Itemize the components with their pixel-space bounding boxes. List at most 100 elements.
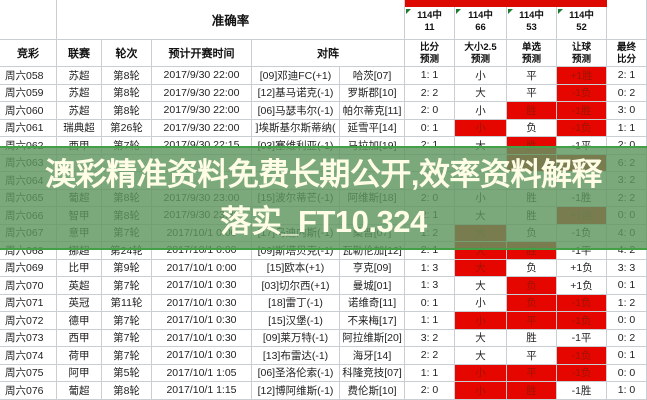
cell-score-pred[interactable]: 2: 0	[405, 102, 455, 120]
cell-final-score[interactable]: 0: 2	[607, 329, 647, 347]
cell-match-id[interactable]: 周六074	[0, 347, 57, 365]
cell-single-pred[interactable]: 平	[507, 84, 557, 102]
cell-single-pred[interactable]	[507, 154, 557, 172]
cell-match-id[interactable]: 周六068	[0, 242, 57, 260]
cell-final-score[interactable]: 3: 0	[607, 102, 647, 120]
cell-match-id[interactable]: 周六075	[0, 364, 57, 382]
cell-league[interactable]: 葡超	[57, 382, 102, 400]
cell-final-score[interactable]: 6: 2	[607, 154, 647, 172]
cell-time[interactable]: 2017/9/30 22:00	[152, 119, 252, 137]
cell-away-team[interactable]: 哈茨[07]	[340, 67, 405, 85]
cell-handicap-pred[interactable]: -1胜	[557, 102, 607, 120]
cell-league[interactable]	[57, 154, 102, 172]
cell-time[interactable]: 2017/9/30 23:30	[152, 207, 252, 225]
cell-away-team[interactable]	[340, 207, 405, 225]
cell-round[interactable]: 第7轮	[102, 329, 152, 347]
cell-final-score[interactable]: 1: 2	[607, 294, 647, 312]
cell-final-score[interactable]: 1: 1	[607, 119, 647, 137]
cell-home-team[interactable]: [12]基马诺克(-1)	[252, 84, 340, 102]
cell-score-pred[interactable]: 0: 1	[405, 119, 455, 137]
cell-single-pred[interactable]: 平	[507, 67, 557, 85]
cell-ou-pred[interactable]: 大	[455, 329, 507, 347]
cell-single-pred[interactable]	[507, 172, 557, 190]
cell-score-pred[interactable]: 1: 1	[405, 312, 455, 330]
cell-league[interactable]: 苏超	[57, 84, 102, 102]
cell-league[interactable]: 西甲	[57, 137, 102, 155]
cell-home-team[interactable]: [13]布雷达(-1)	[252, 347, 340, 365]
cell-score-pred[interactable]: 1: 1	[405, 67, 455, 85]
cell-single-pred[interactable]: 胜	[507, 189, 557, 207]
cell-home-team[interactable]: [03]塞维利亚(-1)	[252, 137, 340, 155]
cell-ou-pred[interactable]: 小	[455, 294, 507, 312]
cell-final-score[interactable]: 0: 2	[607, 84, 647, 102]
cell-round[interactable]: 第11轮	[102, 294, 152, 312]
cell-ou-pred[interactable]: 小	[455, 102, 507, 120]
cell-score-pred[interactable]: 1: 1	[405, 364, 455, 382]
cell-final-score[interactable]: 3: 3	[607, 259, 647, 277]
cell-ou-pred[interactable]: 大	[455, 242, 507, 260]
cell-ou-pred[interactable]: 大	[455, 137, 507, 155]
cell-league[interactable]: 荷甲	[57, 347, 102, 365]
cell-away-team[interactable]: 马拉加[19]	[340, 137, 405, 155]
cell-time[interactable]: 2017/9/30 22:00	[152, 102, 252, 120]
cell-away-team[interactable]: 帕尔蒂克[11]	[340, 102, 405, 120]
cell-ou-pred[interactable]: 大	[455, 207, 507, 225]
cell-ou-pred[interactable]: 大	[455, 224, 507, 242]
cell-round[interactable]: 第8轮	[102, 189, 152, 207]
cell-single-pred[interactable]: 平	[507, 347, 557, 365]
cell-match-id[interactable]: 周六069	[0, 259, 57, 277]
cell-round[interactable]	[102, 172, 152, 190]
cell-score-pred[interactable]	[405, 154, 455, 172]
cell-home-team[interactable]: [18]雷丁(-1)	[252, 294, 340, 312]
cell-score-pred[interactable]: 2: 2	[405, 84, 455, 102]
cell-home-team[interactable]	[252, 172, 340, 190]
cell-score-pred[interactable]: 2: 2	[405, 347, 455, 365]
cell-ou-pred[interactable]	[455, 172, 507, 190]
cell-away-team[interactable]: 诺维奇[11]	[340, 294, 405, 312]
cell-match-id[interactable]: 周六076	[0, 382, 57, 400]
cell-away-team[interactable]: 科隆竞技[07]	[340, 364, 405, 382]
cell-round[interactable]: 第8轮	[102, 67, 152, 85]
cell-time[interactable]: 2017/10/1 0:30	[152, 312, 252, 330]
cell-ou-pred[interactable]: 小	[455, 382, 507, 400]
cell-score-pred[interactable]: 3: 2	[405, 329, 455, 347]
cell-away-team[interactable]: 不来梅[17]	[340, 312, 405, 330]
cell-single-pred[interactable]: 胜	[507, 382, 557, 400]
cell-time[interactable]: 2017/10/1 1:05	[152, 364, 252, 382]
cell-away-team[interactable]	[340, 172, 405, 190]
cell-away-team[interactable]: 罗斯郡[10]	[340, 84, 405, 102]
cell-single-pred[interactable]: 胜	[507, 207, 557, 225]
cell-ou-pred[interactable]: 小	[455, 189, 507, 207]
cell-league[interactable]	[57, 172, 102, 190]
cell-handicap-pred[interactable]: -1负	[557, 294, 607, 312]
cell-home-team[interactable]	[252, 154, 340, 172]
cell-score-pred[interactable]: 1: 3	[405, 277, 455, 295]
cell-single-pred[interactable]: 负	[507, 119, 557, 137]
cell-handicap-pred[interactable]: -1负	[557, 347, 607, 365]
cell-final-score[interactable]: 0: 1	[607, 277, 647, 295]
cell-league[interactable]: 苏超	[57, 67, 102, 85]
cell-time[interactable]	[152, 172, 252, 190]
cell-ou-pred[interactable]: 小	[455, 119, 507, 137]
cell-time[interactable]: 2017/10/1 0:00	[152, 242, 252, 260]
cell-ou-pred[interactable]: 大	[455, 259, 507, 277]
cell-single-pred[interactable]: 胜	[507, 102, 557, 120]
cell-final-score[interactable]: 0: 0	[607, 364, 647, 382]
cell-single-pred[interactable]: 胜	[507, 242, 557, 260]
cell-time[interactable]: 2017/9/30 22:15	[152, 137, 252, 155]
cell-time[interactable]: 2017/10/1 0:30	[152, 347, 252, 365]
cell-ou-pred[interactable]: 大	[455, 277, 507, 295]
cell-score-pred[interactable]: 0: 1	[405, 294, 455, 312]
cell-handicap-pred[interactable]	[557, 154, 607, 172]
cell-handicap-pred[interactable]	[557, 172, 607, 190]
cell-score-pred[interactable]: 2: 1	[405, 207, 455, 225]
cell-time[interactable]: 2017/9/30 23:00	[152, 189, 252, 207]
cell-match-id[interactable]: 周六071	[0, 294, 57, 312]
cell-time[interactable]: 2017/10/1 0:00	[152, 224, 252, 242]
cell-handicap-pred[interactable]: -1胜	[557, 382, 607, 400]
cell-away-team[interactable]: 延雪平[14]	[340, 119, 405, 137]
cell-handicap-pred[interactable]: -1胜	[557, 189, 607, 207]
cell-round[interactable]: 第7轮	[102, 277, 152, 295]
cell-match-id[interactable]: 周六066	[0, 207, 57, 225]
cell-final-score[interactable]: 0: 0	[607, 312, 647, 330]
